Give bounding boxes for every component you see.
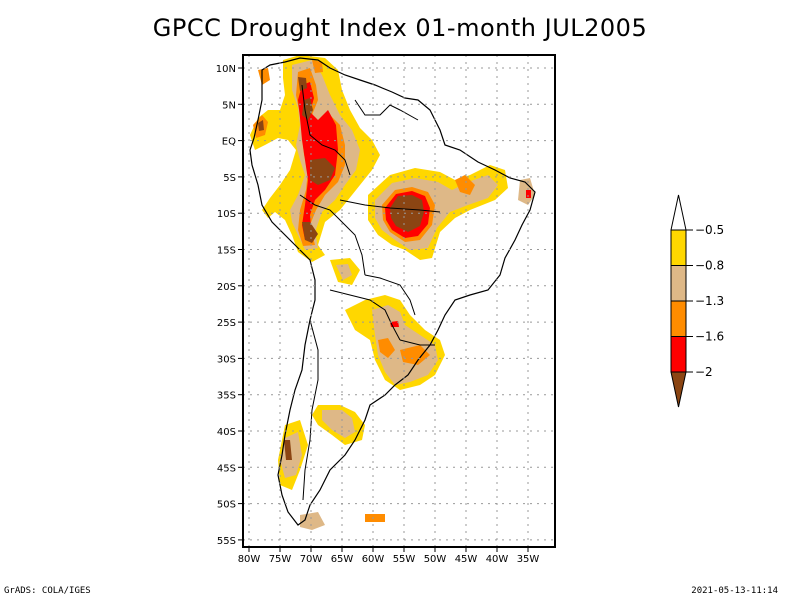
lon-axis: 80W 75W 70W 65W 60W 55W 50W 45W 40W 35W [238, 547, 540, 565]
lon-tick-label: 35W [517, 554, 540, 565]
lon-tick-label: 45W [455, 554, 478, 565]
lat-tick-label: 30S [217, 354, 236, 365]
lon-tick-label: 50W [424, 554, 447, 565]
lon-tick-label: 60W [362, 554, 385, 565]
lat-tick-label: 25S [217, 318, 236, 329]
lat-tick-label: 35S [217, 391, 236, 402]
lat-tick-label: 5N [222, 100, 236, 111]
lon-tick-label: 80W [238, 554, 261, 565]
drought-area-brown [390, 195, 424, 232]
drought-area-orange [312, 60, 323, 73]
country-borders [299, 84, 441, 501]
lat-tick-label: EQ [222, 137, 236, 148]
lat-tick-label: 5S [223, 173, 236, 184]
lat-axis: 10N 5N EQ 5S 10S 15S 20S 25S 30S 35S 40S 45S 50S 55S [216, 64, 243, 547]
drought-area-brown [298, 77, 335, 243]
drought-area-orange [365, 514, 385, 522]
lat-tick-label: 10S [217, 209, 236, 220]
drought-area-red [526, 190, 531, 198]
drought-area-orange [258, 68, 270, 85]
legend-label: −1.6 [695, 330, 724, 344]
legend-bottom-arrow [670, 371, 687, 408]
lat-tick-label: 45S [217, 463, 236, 474]
lon-tick-label: 75W [269, 554, 292, 565]
color-legend: −0.5 −0.8 −1.3 −1.6 −2 [670, 194, 724, 408]
footer-credit: GrADS: COLA/IGES [4, 586, 91, 596]
legend-label: −0.5 [695, 223, 724, 237]
lon-tick-label: 55W [393, 554, 416, 565]
lat-tick-label: 40S [217, 427, 236, 438]
lon-tick-label: 70W [300, 554, 323, 565]
drought-area-brown [258, 120, 264, 131]
drought-area-brown [284, 440, 292, 460]
legend-swatch [670, 229, 687, 266]
drought-area-tan [372, 305, 438, 385]
lat-tick-label: 55S [217, 536, 236, 547]
legend-swatch [670, 336, 687, 373]
legend-label: −2 [695, 365, 713, 379]
lat-tick-label: 50S [217, 500, 236, 511]
lon-tick-label: 40W [486, 554, 509, 565]
legend-label: −0.8 [695, 259, 724, 273]
drought-area-orange [378, 338, 430, 365]
map-title: GPCC Drought Index 01-month JUL2005 [152, 14, 648, 42]
drought-shading [250, 55, 535, 530]
map-frame [242, 54, 556, 548]
legend-top-arrow [670, 194, 687, 231]
legend-swatch [670, 265, 687, 302]
lat-tick-label: 15S [217, 246, 236, 257]
lon-tick-label: 65W [331, 554, 354, 565]
legend-swatch [670, 300, 687, 337]
drought-area-tan [322, 410, 355, 438]
lat-tick-label: 10N [216, 64, 236, 75]
footer-timestamp: 2021-05-13-11:14 [691, 586, 778, 596]
gridlines [243, 55, 555, 547]
legend-label: −1.3 [695, 294, 724, 308]
lat-tick-label: 20S [217, 282, 236, 293]
drought-area-tan [336, 264, 352, 280]
coastline [249, 57, 536, 526]
